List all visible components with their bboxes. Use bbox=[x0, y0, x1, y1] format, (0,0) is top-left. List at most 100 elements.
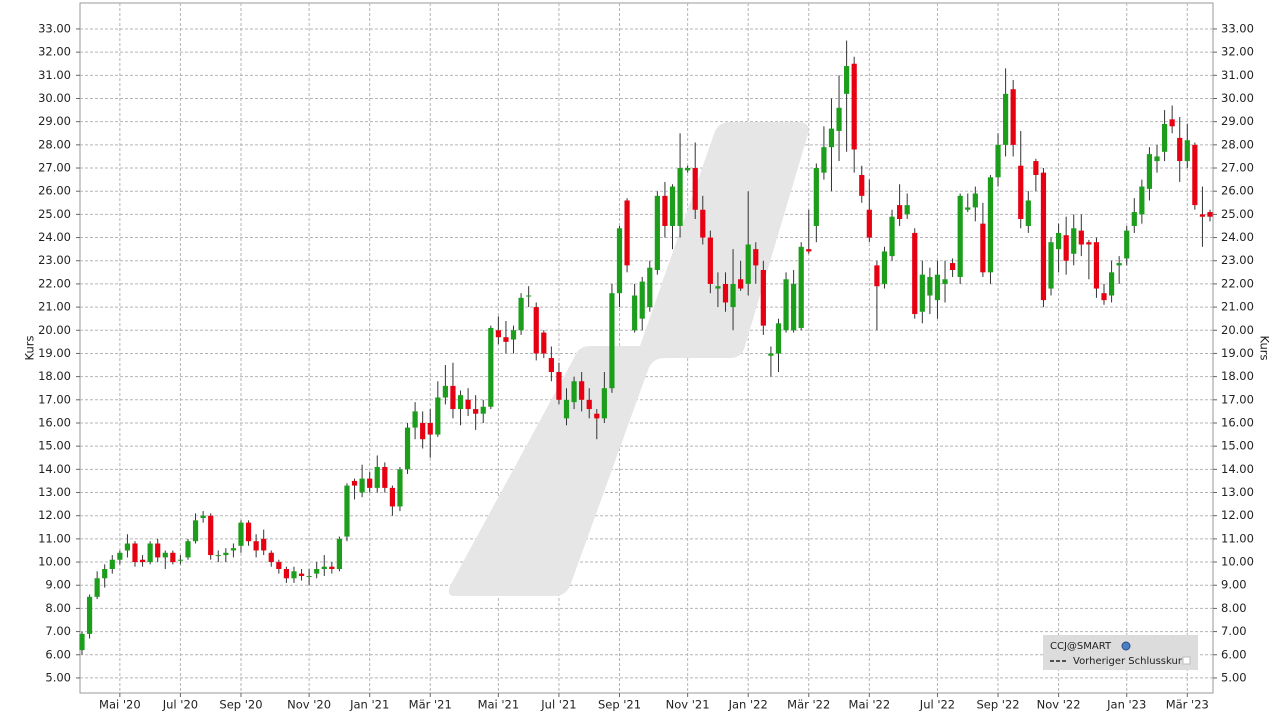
legend-box bbox=[1043, 635, 1198, 670]
x-tick-label: Mai '22 bbox=[849, 698, 891, 712]
candle-body bbox=[579, 381, 585, 400]
candle-body bbox=[1207, 212, 1213, 217]
candle-body bbox=[715, 286, 721, 289]
candle-body bbox=[495, 330, 501, 338]
candle-body bbox=[170, 552, 176, 563]
candle-body bbox=[533, 307, 539, 354]
candle-body bbox=[775, 323, 782, 354]
candle-body bbox=[813, 168, 819, 226]
candle-body bbox=[215, 555, 221, 557]
candle-body bbox=[291, 571, 297, 579]
candle-body bbox=[685, 168, 691, 171]
x-tick-label: Mai '20 bbox=[99, 698, 141, 712]
candle-body bbox=[647, 267, 653, 308]
y2-tick-label: 28.00 bbox=[1221, 137, 1254, 151]
candle-body bbox=[828, 128, 835, 148]
candle-body bbox=[609, 293, 615, 389]
candle-body bbox=[1010, 89, 1016, 145]
candle-body bbox=[654, 195, 660, 271]
x-tick-label: Sep '20 bbox=[219, 698, 262, 712]
x-tick-label: Mär '21 bbox=[409, 698, 452, 712]
candle-body bbox=[1199, 214, 1206, 217]
y-tick-label: 8.00 bbox=[45, 601, 71, 615]
candle-body bbox=[942, 279, 948, 284]
candle-body bbox=[594, 413, 600, 419]
candle-body bbox=[1086, 242, 1092, 245]
y2-tick-label: 17.00 bbox=[1221, 392, 1254, 406]
candle-body bbox=[412, 411, 418, 428]
y2-tick-label: 13.00 bbox=[1221, 485, 1254, 499]
legend-icon bbox=[1182, 656, 1191, 665]
legend: CCJ@SMART Vorheriger Schlusskurs bbox=[1043, 635, 1198, 670]
candle-body bbox=[1154, 156, 1160, 162]
candle-body bbox=[480, 406, 486, 414]
y2-tick-label: 7.00 bbox=[1221, 624, 1247, 638]
candle-body bbox=[1063, 235, 1069, 261]
y-tick-label: 7.00 bbox=[45, 624, 71, 638]
candle-body bbox=[768, 353, 774, 356]
candle-body bbox=[488, 327, 494, 407]
candle-body bbox=[541, 332, 547, 354]
x-tick-label: Jul '21 bbox=[540, 698, 576, 712]
y-tick-label: 33.00 bbox=[38, 21, 71, 35]
candle-body bbox=[109, 559, 115, 569]
y-tick-label: 9.00 bbox=[45, 578, 71, 592]
y-tick-label: 12.00 bbox=[38, 508, 71, 522]
x-tick-label: Mär '22 bbox=[787, 698, 830, 712]
x-tick-label: Nov '21 bbox=[666, 698, 710, 712]
candle-body bbox=[987, 177, 994, 273]
candle-body bbox=[283, 568, 290, 579]
candle-body bbox=[253, 541, 259, 551]
candle-body bbox=[950, 263, 956, 271]
y2-tick-label: 10.00 bbox=[1221, 555, 1254, 569]
candle-body bbox=[897, 205, 903, 220]
candle-body bbox=[526, 295, 532, 297]
candle-body bbox=[972, 193, 978, 208]
candle-body bbox=[503, 337, 509, 342]
candle-body bbox=[995, 144, 1001, 178]
candle-body bbox=[1146, 154, 1153, 189]
candle-body bbox=[147, 543, 153, 563]
y2-tick-label: 24.00 bbox=[1221, 230, 1254, 244]
candle-body bbox=[298, 573, 305, 576]
candle-body bbox=[669, 186, 676, 226]
candle-body bbox=[738, 279, 744, 289]
candle-body bbox=[102, 568, 108, 579]
candle-body bbox=[1184, 140, 1190, 162]
candle-body bbox=[79, 633, 85, 651]
candle-body bbox=[306, 575, 312, 577]
candle-body bbox=[730, 283, 736, 308]
candle-body bbox=[1131, 212, 1137, 226]
y2-tick-label: 6.00 bbox=[1221, 647, 1247, 661]
y-tick-label: 24.00 bbox=[38, 230, 71, 244]
candle-body bbox=[435, 397, 441, 435]
candle-body bbox=[1192, 144, 1198, 206]
y2-tick-label: 25.00 bbox=[1221, 207, 1254, 221]
candle-body bbox=[881, 251, 888, 284]
y-tick-label: 16.00 bbox=[38, 415, 71, 429]
y2-tick-label: 8.00 bbox=[1221, 601, 1247, 615]
y2-tick-label: 19.00 bbox=[1221, 346, 1254, 360]
candle-body bbox=[314, 568, 320, 574]
candle-body bbox=[404, 427, 411, 470]
candle-body bbox=[268, 552, 274, 563]
candle-body bbox=[382, 467, 388, 488]
y2-tick-label: 15.00 bbox=[1221, 439, 1254, 453]
candle-body bbox=[692, 168, 698, 210]
x-tick-label: Jan '22 bbox=[728, 698, 768, 712]
candle-body bbox=[1071, 228, 1077, 254]
y-tick-label: 31.00 bbox=[38, 68, 71, 82]
candle-body bbox=[866, 209, 872, 238]
candle-body bbox=[571, 381, 577, 403]
candle-body bbox=[450, 385, 456, 410]
y2-tick-label: 20.00 bbox=[1221, 323, 1254, 337]
candle-body bbox=[1116, 263, 1122, 266]
candle-body bbox=[783, 279, 789, 331]
candle-body bbox=[457, 395, 464, 410]
candle-body bbox=[1002, 93, 1009, 145]
x-tick-label: Jan '23 bbox=[1106, 698, 1146, 712]
legend-label: CCJ@SMART bbox=[1050, 641, 1112, 652]
y-tick-label: 27.00 bbox=[38, 161, 71, 175]
y-tick-label: 32.00 bbox=[38, 45, 71, 59]
